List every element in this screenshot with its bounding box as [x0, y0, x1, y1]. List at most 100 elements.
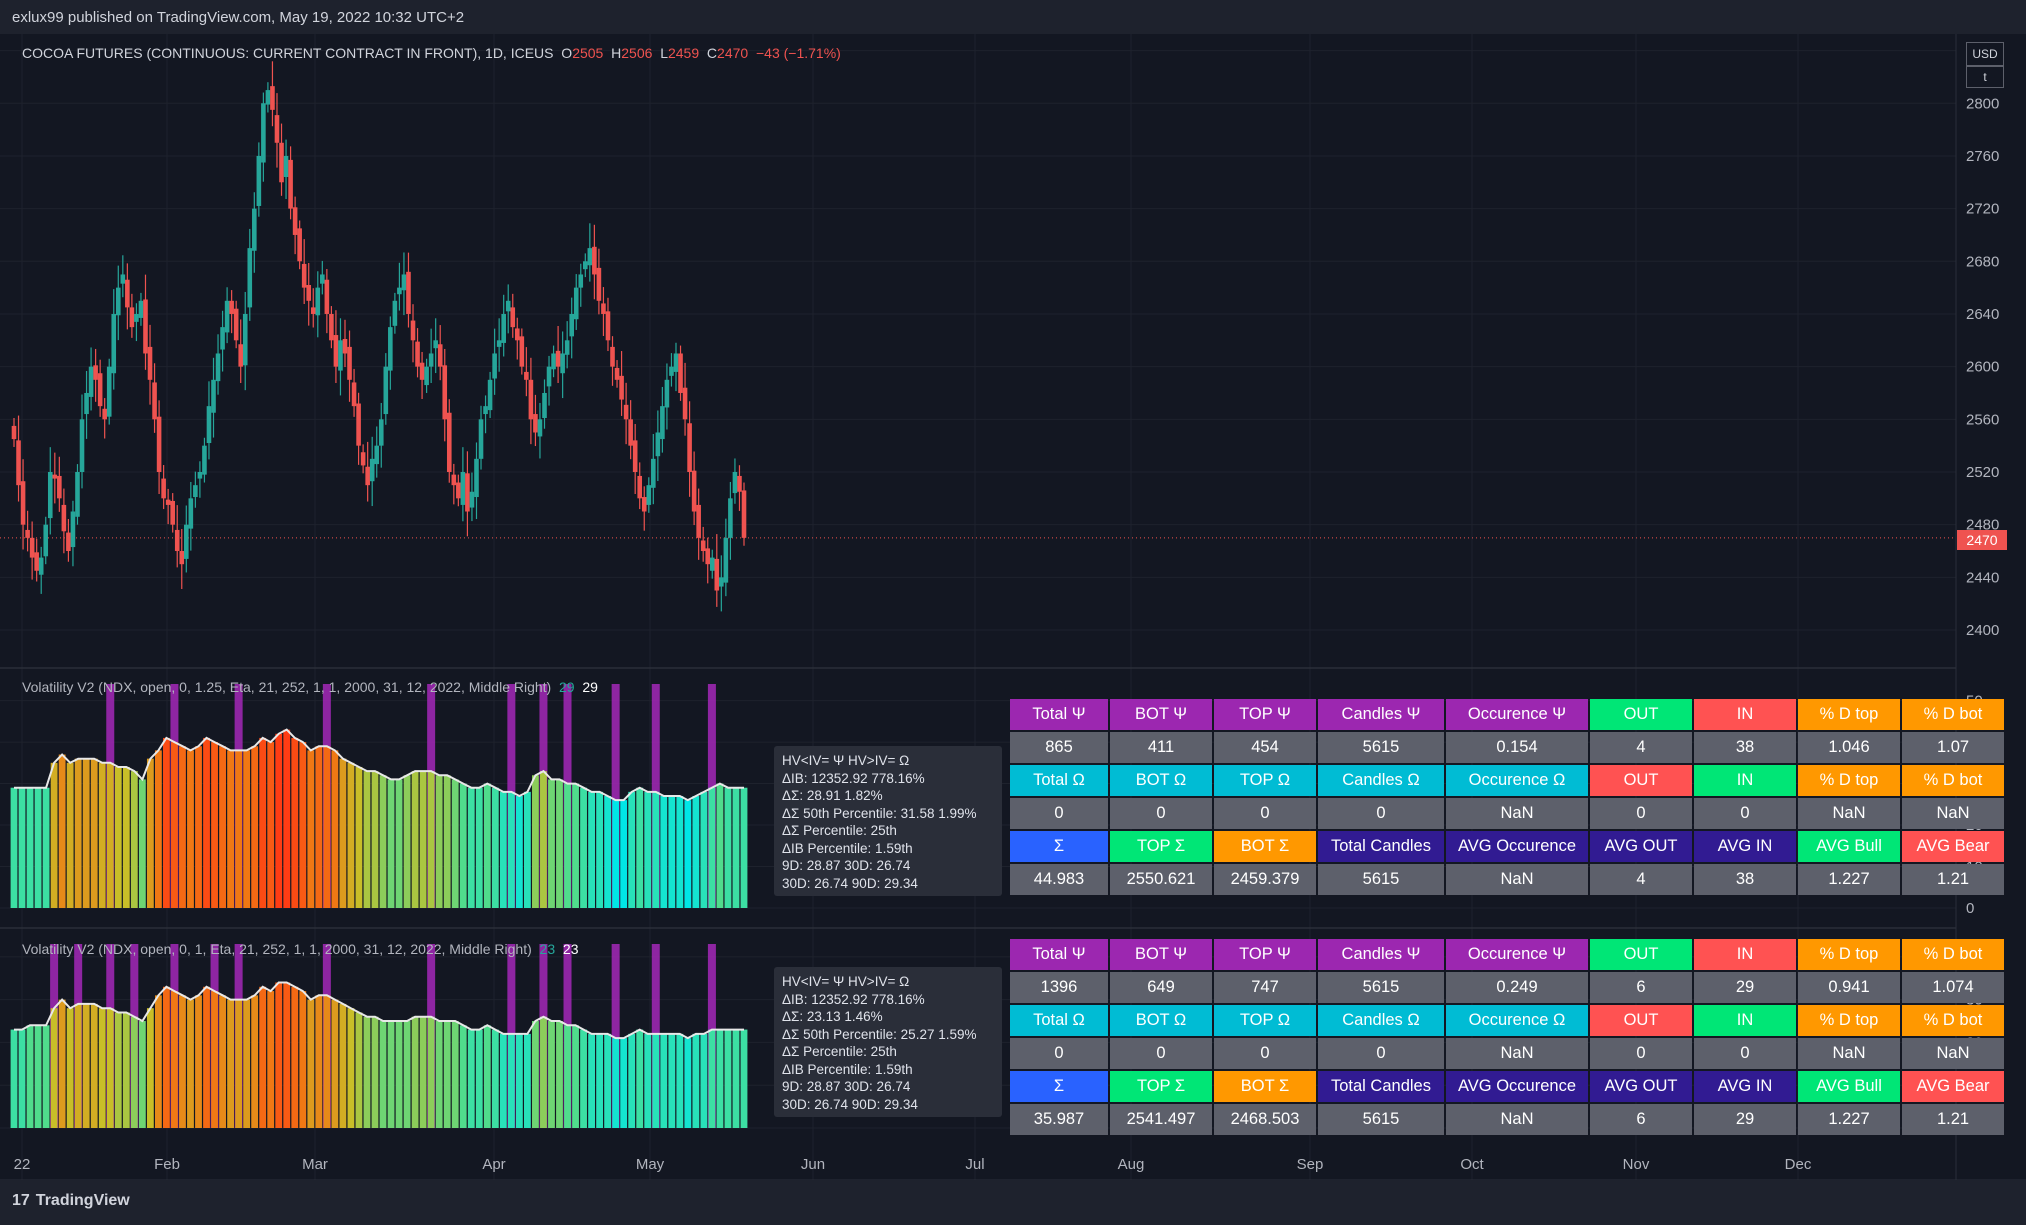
stats-value-cell: 0	[1694, 1038, 1796, 1069]
volatility-bar	[459, 1025, 467, 1128]
volatility-bar	[467, 1029, 475, 1128]
candle-body	[165, 499, 171, 505]
volatility-bar	[724, 787, 732, 908]
candle-body	[687, 423, 692, 472]
volatility-bar	[379, 775, 387, 908]
indicator-legend-2[interactable]: Volatility V2 (NDX, open, 0, 1, Eta, 21,…	[22, 941, 578, 957]
volatility-bar	[98, 762, 106, 908]
candle-body	[446, 412, 452, 472]
volatility-bar	[331, 999, 339, 1128]
volatility-bar	[652, 1033, 660, 1128]
stats-header-cell: BOT Ψ	[1110, 939, 1212, 970]
candle-body	[306, 284, 312, 301]
volatility-bar	[138, 779, 146, 908]
stats-value-cell: 0	[1010, 798, 1108, 829]
volatility-bar	[58, 754, 66, 908]
candle-body	[510, 307, 516, 328]
volatility-bar	[644, 1033, 652, 1128]
volatility-bar	[660, 796, 668, 908]
candle-body	[651, 458, 656, 488]
stats-value-cell: NaN	[1446, 798, 1588, 829]
candle-body	[183, 524, 189, 559]
stats-row: 0 0 0 0 NaN 0 0 NaN NaN	[1010, 1038, 2004, 1069]
candle-body	[115, 287, 121, 316]
candle-body	[270, 86, 275, 110]
symbol-legend[interactable]: COCOA FUTURES (CONTINUOUS: CURRENT CONTR…	[22, 45, 841, 61]
candle-body	[29, 537, 35, 558]
volatility-bar	[556, 1021, 563, 1128]
volatility-bar	[499, 1033, 507, 1128]
stats-header-cell: BOT Ψ	[1110, 699, 1212, 730]
unit-selector[interactable]: t	[1966, 66, 2004, 88]
candle-body	[524, 371, 529, 380]
candle-body	[156, 416, 162, 472]
volatility-bar	[171, 991, 178, 1128]
volatility-bar	[523, 1033, 531, 1128]
candle-body	[442, 365, 448, 420]
candle-body	[592, 246, 597, 275]
candle-body	[415, 341, 420, 367]
price-tick-label: 2520	[1966, 464, 1999, 481]
price-tick-label: 2640	[1966, 306, 1999, 323]
volatility-bar	[315, 995, 323, 1128]
indicator-value-1a: 29	[559, 679, 575, 695]
volatility-bar	[387, 779, 395, 908]
candle-body	[57, 475, 62, 499]
volatility-bar	[572, 783, 579, 908]
stats-value-cell: NaN	[1902, 798, 2004, 829]
stats-value-cell: 0	[1694, 798, 1796, 829]
volatility-bar	[163, 737, 170, 908]
published-text: exlux99 published on TradingView.com, Ma…	[12, 9, 465, 26]
volatility-bar	[323, 995, 331, 1128]
price-tick-label: 2480	[1966, 517, 1999, 534]
time-tick-label: Apr	[482, 1156, 505, 1173]
candle-body	[197, 471, 203, 479]
volatility-bar	[122, 1012, 130, 1128]
candle-body	[224, 300, 230, 333]
tradingview-logo[interactable]: 17 TradingView	[12, 1192, 130, 1210]
stats-header-cell: Σ	[1010, 1071, 1108, 1102]
published-header: exlux99 published on TradingView.com, Ma…	[0, 0, 2026, 34]
candle-body	[428, 353, 434, 367]
time-tick-label: Jul	[965, 1156, 984, 1173]
stats-header-cell: IN	[1694, 699, 1796, 730]
stats-value-cell: 649	[1110, 972, 1212, 1003]
candle-body	[261, 103, 266, 163]
candle-body	[11, 425, 17, 440]
last-price-value: 2470	[1966, 532, 1998, 548]
info-line: 30D: 26.74 90D: 29.34	[782, 1096, 918, 1112]
volatility-bar	[564, 1025, 571, 1128]
candle-body	[206, 406, 212, 444]
stats-row: 1396 649 747 5615 0.249 6 29 0.941 1.074	[1010, 972, 2004, 1003]
stats-header-cell: IN	[1694, 939, 1796, 970]
candle-body	[324, 279, 330, 314]
stats-value-cell: 1.074	[1902, 972, 2004, 1003]
volatility-bar	[443, 775, 451, 908]
currency-selector[interactable]: USD	[1966, 42, 2004, 66]
stats-value-cell: 0	[1110, 1038, 1212, 1069]
volatility-bar	[604, 796, 612, 908]
stats-row: 44.983 2550.621 2459.379 5615 NaN 4 38 1.227 1.2…	[1010, 864, 2004, 895]
candle-body	[283, 155, 289, 178]
volatility-bar	[371, 771, 379, 908]
candle-body	[351, 382, 357, 407]
candle-body	[106, 366, 112, 417]
indicator-legend-1[interactable]: Volatility V2 (NDX, open, 0, 1.25, Eta, …	[22, 679, 598, 695]
volatility-bar	[612, 800, 620, 908]
price-tick-label: 2760	[1966, 148, 1999, 165]
stats-header-cell: Total Ω	[1010, 1005, 1108, 1036]
volatility-bar	[475, 787, 483, 908]
volatility-bar	[427, 1016, 435, 1128]
volatility-bar	[363, 771, 371, 908]
candle-body	[134, 313, 139, 322]
volatility-bar	[596, 1033, 604, 1128]
stats-value-cell: NaN	[1798, 1038, 1900, 1069]
candle-body	[215, 353, 221, 382]
volatility-bar	[540, 1016, 547, 1128]
price-tick-label: 2600	[1966, 359, 1999, 376]
candle-body	[465, 473, 470, 512]
candle-body	[623, 404, 629, 420]
volatility-bar	[491, 787, 499, 908]
volatility-bar	[315, 746, 323, 908]
volatility-bar	[283, 729, 291, 908]
